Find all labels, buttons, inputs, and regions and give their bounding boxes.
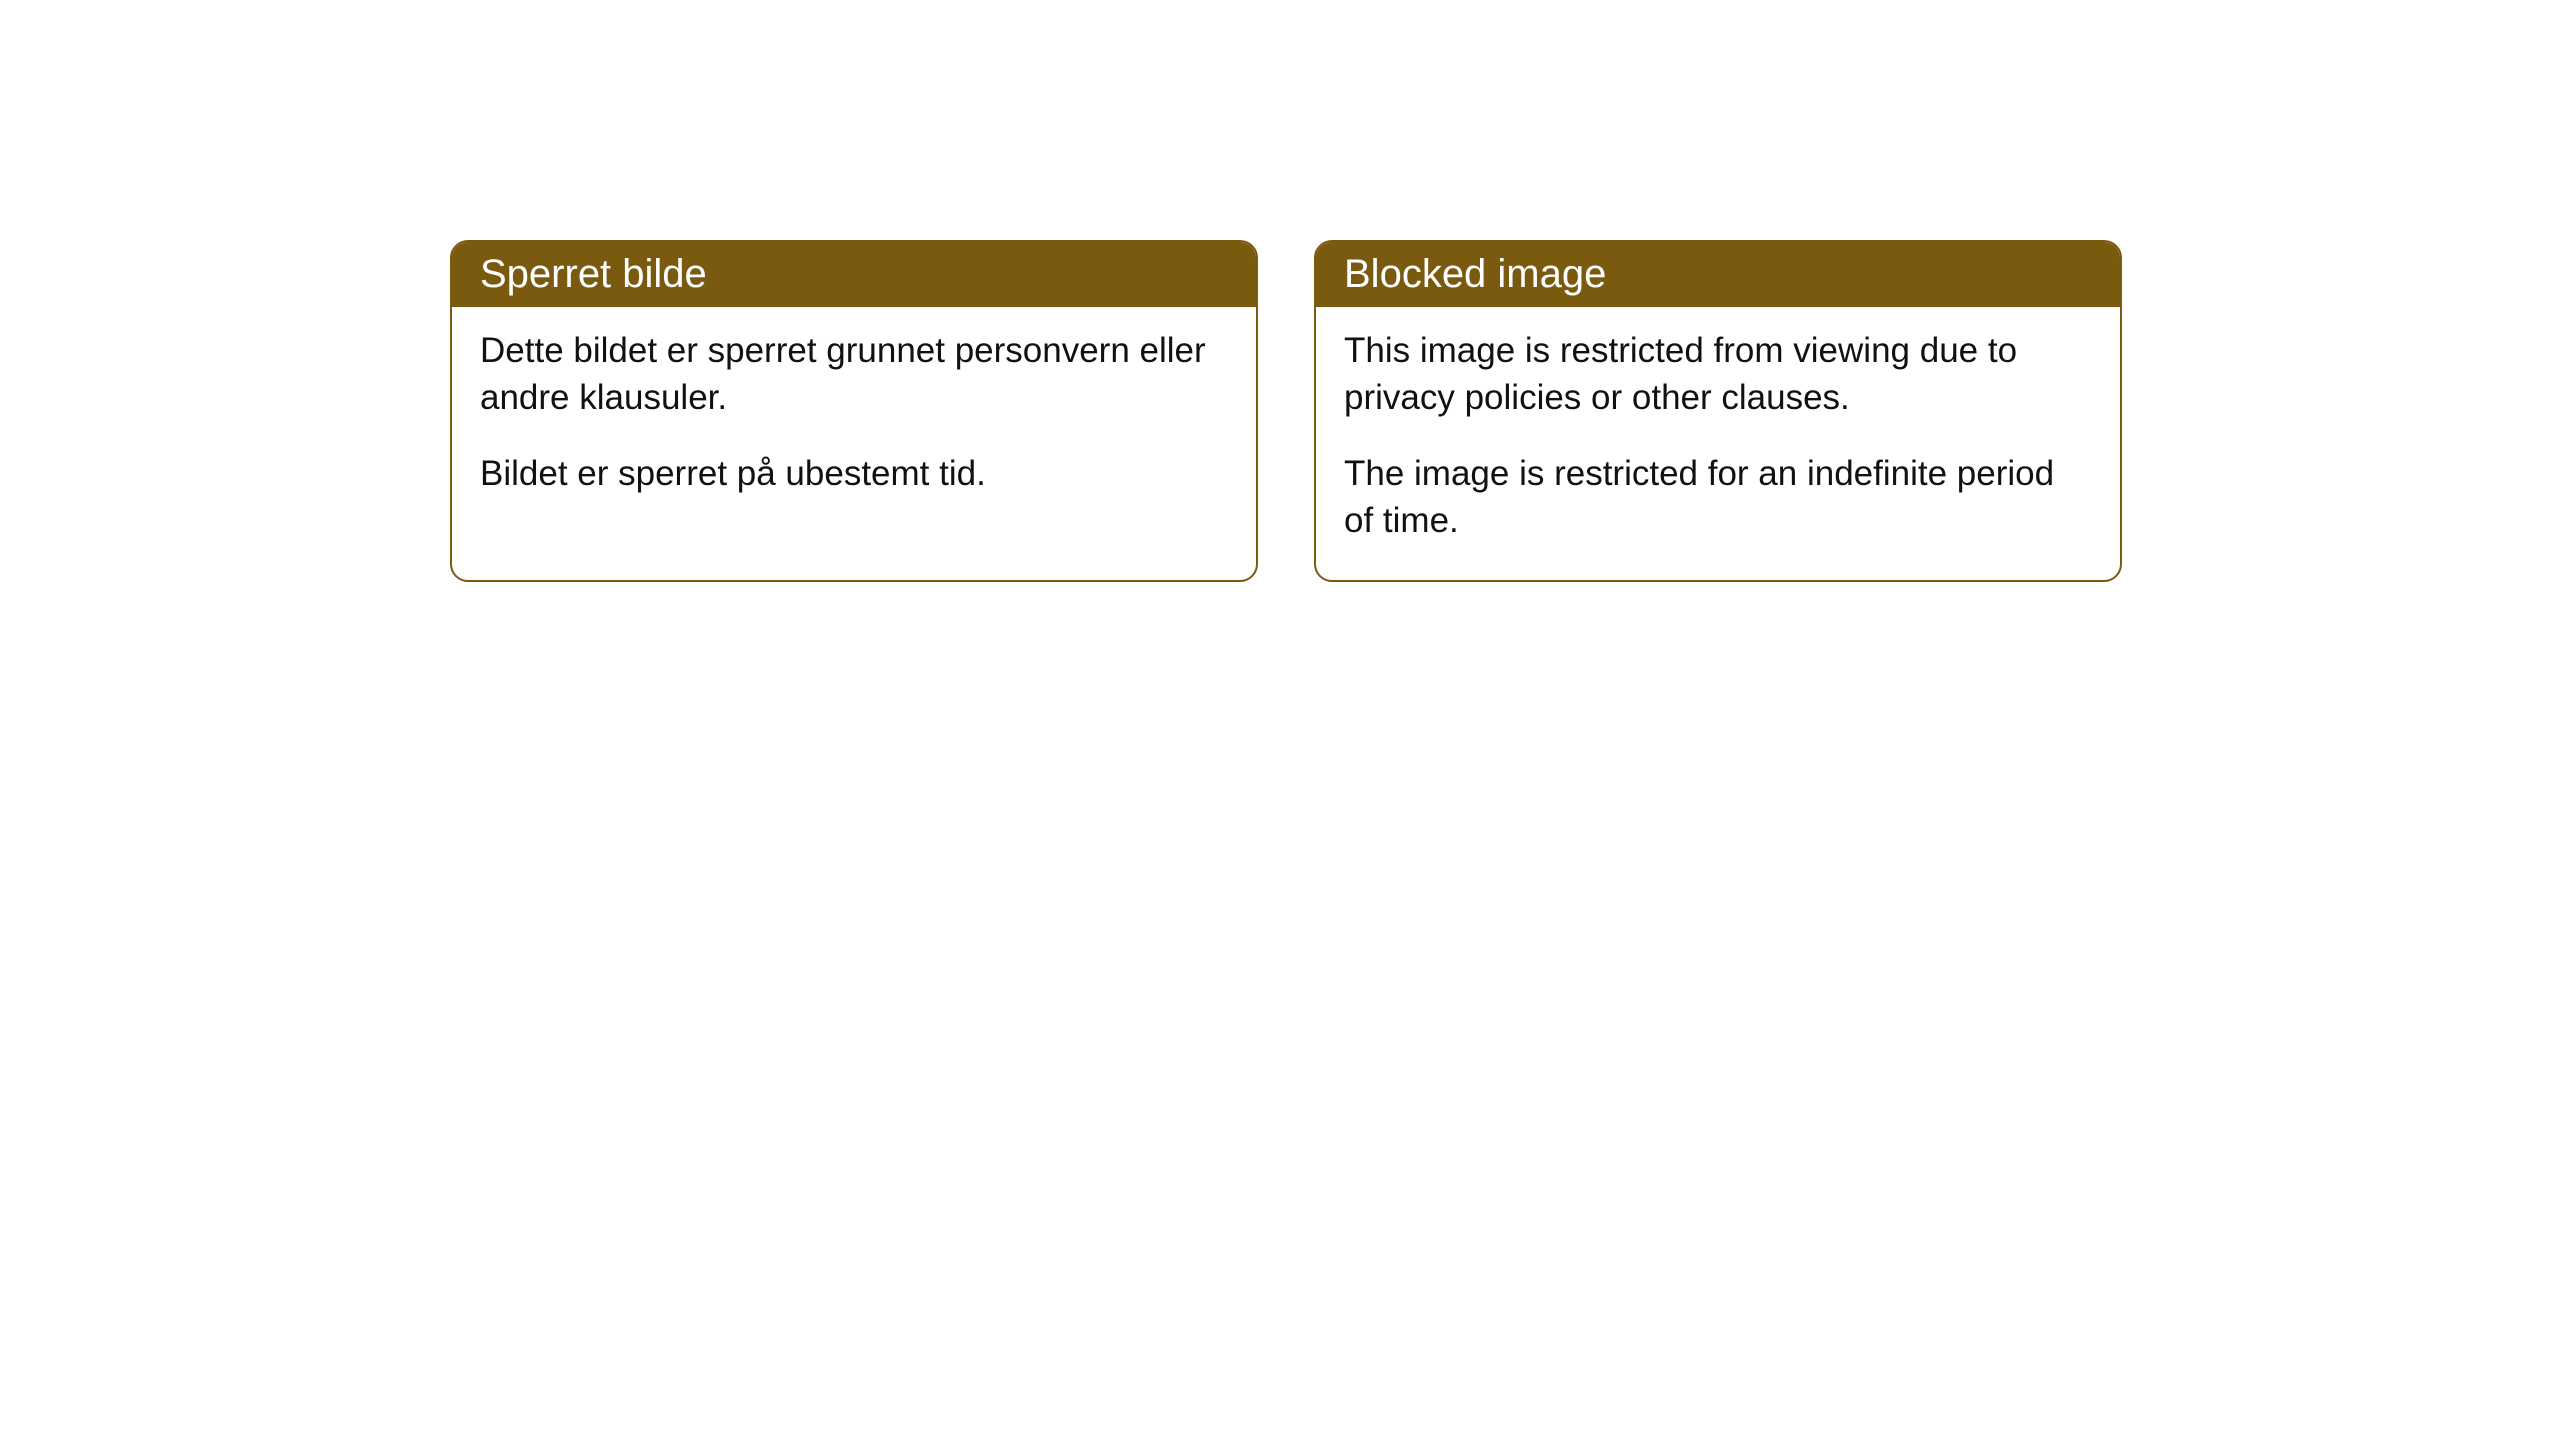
card-body-norwegian: Dette bildet er sperret grunnet personve… [452,307,1256,533]
card-text-norwegian-1: Dette bildet er sperret grunnet personve… [480,327,1228,422]
card-body-english: This image is restricted from viewing du… [1316,307,2120,580]
cards-container: Sperret bilde Dette bildet er sperret gr… [450,240,2122,582]
card-text-english-1: This image is restricted from viewing du… [1344,327,2092,422]
card-title-norwegian: Sperret bilde [480,252,707,296]
card-norwegian: Sperret bilde Dette bildet er sperret gr… [450,240,1258,582]
card-text-norwegian-2: Bildet er sperret på ubestemt tid. [480,450,1228,497]
card-header-norwegian: Sperret bilde [452,242,1256,307]
card-text-english-2: The image is restricted for an indefinit… [1344,450,2092,545]
card-title-english: Blocked image [1344,252,1606,296]
card-header-english: Blocked image [1316,242,2120,307]
card-english: Blocked image This image is restricted f… [1314,240,2122,582]
